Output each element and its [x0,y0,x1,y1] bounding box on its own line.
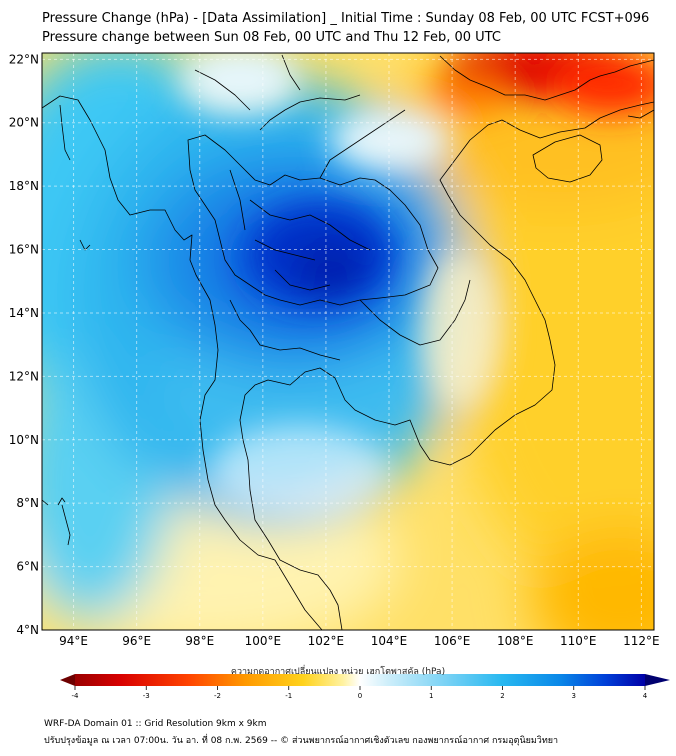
map-subtitle: Pressure change between Sun 08 Feb, 00 U… [42,30,501,45]
lat-tick-label: 20°N [9,116,39,130]
lon-tick-label: 104°E [371,634,408,648]
map-frame [41,52,655,631]
lon-tick-label: 96°E [122,634,151,648]
lon-tick-label: 102°E [308,634,345,648]
pressure-field [42,53,654,630]
colorbar-tick-label: 3 [572,692,576,700]
lon-tick-label: 98°E [185,634,214,648]
colorbar-tick-label: 4 [643,692,648,700]
lon-tick-label: 106°E [434,634,471,648]
colorbar-high-extend [645,674,670,686]
lat-tick-label: 16°N [9,243,39,257]
lat-tick-label: 6°N [16,560,39,574]
colorbar-low-extend [60,674,75,686]
colorbar-tick-label: 0 [358,692,362,700]
graticule [42,53,654,630]
coastlines [42,54,654,630]
colorbar-tick-label: 1 [429,692,433,700]
lat-tick-label: 18°N [9,179,39,193]
lon-tick-label: 108°E [497,634,534,648]
map-title: Pressure Change (hPa) - [Data Assimilati… [42,11,650,26]
lat-tick-label: 22°N [9,52,39,66]
lat-tick-label: 4°N [16,623,39,637]
lat-tick-label: 8°N [16,496,39,510]
lon-ticks: 94°E 96°E 98°E 100°E 102°E 104°E 106°E 108°E 110… [59,634,660,648]
lat-tick-label: 12°N [9,369,39,383]
lon-tick-label: 100°E [245,634,282,648]
lon-tick-label: 94°E [59,634,88,648]
lon-tick-label: 112°E [623,634,660,648]
footer-model-info: WRF-DA Domain 01 :: Grid Resolution 9km … [44,719,267,729]
colorbar-tick-label: 2 [500,692,504,700]
lon-tick-label: 110°E [560,634,597,648]
colorbar: -4 -3 -2 -1 0 1 2 3 4 [60,674,670,700]
colorbar-bar [75,674,645,686]
colorbar-tick-label: -2 [214,692,221,700]
lat-tick-label: 14°N [9,306,39,320]
lat-tick-label: 10°N [9,433,39,447]
lat-ticks: 22°N 20°N 18°N 16°N 14°N 12°N 10°N 8°N 6°N 4°N [9,52,39,637]
colorbar-title: ความกดอากาศเปลี่ยนแปลง หน่วย เฮกโตพาสคัล… [230,667,446,677]
colorbar-tick-label: -4 [72,692,80,700]
colorbar-tick-label: -3 [143,692,150,700]
colorbar-tick-label: -1 [285,692,292,700]
footer-update-info: ปรับปรุงข้อมูล ณ เวลา 07:00น. วัน อา. ที… [44,736,559,746]
